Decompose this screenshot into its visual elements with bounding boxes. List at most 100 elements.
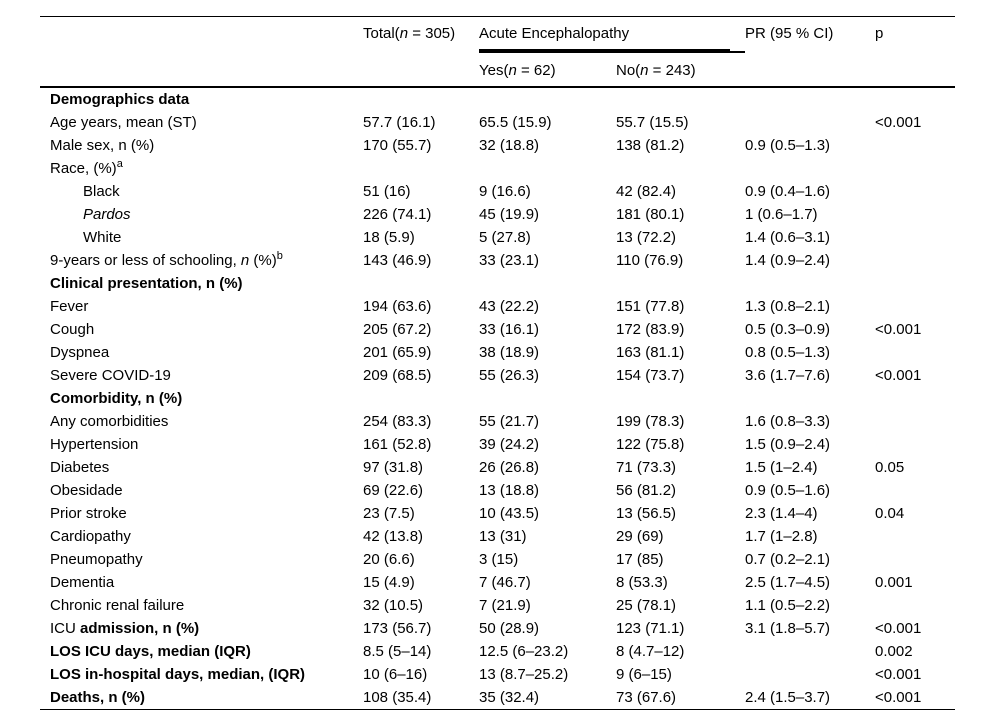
cell-no: 110 (76.9) bbox=[616, 252, 684, 269]
cell-total: 254 (83.3) bbox=[363, 413, 432, 430]
table-row: Prior stroke 23 (7.5) 10 (43.5) 13 (56.5) 2.… bbox=[40, 502, 955, 525]
cell-p: 0.04 bbox=[875, 505, 905, 522]
cell-p bbox=[875, 387, 955, 410]
statistics-table: Total(n = 305) Acute Encephalopathy PR (… bbox=[40, 16, 955, 710]
cell-total: 51 (16) bbox=[363, 183, 411, 200]
header-yes: Yes(n = 62) bbox=[479, 52, 616, 88]
cell-pr bbox=[745, 272, 875, 295]
table-row: 9-years or less of schooling, n (%)b 143 … bbox=[40, 249, 955, 272]
row-label: Cough bbox=[40, 318, 363, 341]
cell-p: 0.001 bbox=[875, 574, 913, 591]
text-run: Chronic renal failure bbox=[50, 597, 185, 614]
cell-yes: 33 (23.1) bbox=[479, 252, 540, 269]
cell-no bbox=[616, 272, 745, 295]
cell-pr bbox=[745, 387, 875, 410]
cell-total: 23 (7.5) bbox=[363, 505, 415, 522]
row-label: Race, (%)a bbox=[40, 157, 363, 180]
cell-total: 194 (63.6) bbox=[363, 298, 432, 315]
cell-no: 13 (72.2) bbox=[616, 229, 677, 246]
cell-yes: 13 (8.7–25.2) bbox=[479, 666, 569, 683]
table-row: Clinical presentation, n (%) bbox=[40, 272, 955, 295]
cell-pr: 1.4 (0.6–3.1) bbox=[745, 229, 831, 246]
text-run: n bbox=[508, 62, 517, 79]
cell-no: 55.7 (15.5) bbox=[616, 114, 689, 131]
cell-no: 163 (81.1) bbox=[616, 344, 685, 361]
cell-total: 57.7 (16.1) bbox=[363, 114, 436, 131]
table-row: LOS ICU days, median (IQR) 8.5 (5–14) 12.5… bbox=[40, 640, 955, 663]
cell-p: 0.05 bbox=[875, 459, 905, 476]
table-row: Age years, mean (ST) 57.7 (16.1) 65.5 (15.… bbox=[40, 111, 955, 134]
text-run: b bbox=[276, 250, 283, 262]
table-row: Chronic renal failure 32 (10.5) 7 (21.9) 25… bbox=[40, 594, 955, 617]
header-pr-95ci: PR (95 % CI) bbox=[745, 16, 875, 88]
cell-p: <0.001 bbox=[875, 321, 922, 338]
text-run: Race, (%) bbox=[50, 160, 117, 177]
cell-p bbox=[875, 525, 955, 548]
cell-yes: 55 (21.7) bbox=[479, 413, 540, 430]
cell-yes bbox=[479, 272, 616, 295]
cell-yes bbox=[479, 387, 616, 410]
text-run: 9-years or less of schooling, bbox=[50, 252, 241, 269]
table-row: Dementia 15 (4.9) 7 (46.7) 8 (53.3) 2.5 (1.7… bbox=[40, 571, 955, 594]
table-row: LOS in-hospital days, median, (IQR) 10 (6… bbox=[40, 663, 955, 686]
cell-pr: 0.7 (0.2–2.1) bbox=[745, 551, 831, 568]
row-label: Dementia bbox=[40, 571, 363, 594]
cell-p bbox=[875, 548, 955, 571]
cell-no: 154 (73.7) bbox=[616, 367, 685, 384]
cell-total: 10 (6–16) bbox=[363, 666, 428, 683]
cell-no: 9 (6–15) bbox=[616, 666, 672, 683]
cell-p bbox=[875, 226, 955, 249]
text-run: Total( bbox=[363, 25, 400, 42]
cell-total: 15 (4.9) bbox=[363, 574, 415, 591]
cell-p: <0.001 bbox=[875, 689, 922, 706]
cell-yes: 38 (18.9) bbox=[479, 344, 540, 361]
cell-p bbox=[875, 479, 955, 502]
cell-no: 151 (77.8) bbox=[616, 298, 685, 315]
cell-yes: 7 (46.7) bbox=[479, 574, 531, 591]
cell-yes: 55 (26.3) bbox=[479, 367, 540, 384]
cell-no: 138 (81.2) bbox=[616, 137, 685, 154]
table-row: Pneumopathy 20 (6.6) 3 (15) 17 (85) 0.7 (0.2… bbox=[40, 548, 955, 571]
cell-pr: 3.6 (1.7–7.6) bbox=[745, 367, 831, 384]
cell-yes: 7 (21.9) bbox=[479, 597, 531, 614]
cell-yes: 13 (31) bbox=[479, 528, 527, 545]
cell-total bbox=[363, 387, 479, 410]
table-row: White 18 (5.9) 5 (27.8) 13 (72.2) 1.4 (0.6–3… bbox=[40, 226, 955, 249]
row-label: Obesidade bbox=[40, 479, 363, 502]
cell-p: <0.001 bbox=[875, 620, 922, 637]
cell-pr: 1.1 (0.5–2.2) bbox=[745, 597, 831, 614]
text-run: LOS ICU days, median (IQR) bbox=[50, 643, 251, 660]
text-run: Pardos bbox=[83, 206, 131, 223]
cell-yes: 45 (19.9) bbox=[479, 206, 540, 223]
cell-no: 29 (69) bbox=[616, 528, 664, 545]
header-row-2: Yes(n = 62) No( n = 243) bbox=[40, 52, 955, 88]
cell-pr: 0.9 (0.5–1.3) bbox=[745, 137, 831, 154]
cell-p bbox=[875, 249, 955, 272]
text-run: Deaths, n (%) bbox=[50, 689, 146, 706]
text-run: = 305) bbox=[408, 25, 456, 42]
cell-total bbox=[363, 157, 479, 180]
cell-yes: 33 (16.1) bbox=[479, 321, 540, 338]
cell-no bbox=[616, 387, 745, 410]
cell-no: 199 (78.3) bbox=[616, 413, 685, 430]
cell-yes: 43 (22.2) bbox=[479, 298, 540, 315]
text-run: admission, n (%) bbox=[80, 620, 200, 637]
row-label: Age years, mean (ST) bbox=[40, 111, 363, 134]
cell-total: 209 (68.5) bbox=[363, 367, 432, 384]
cell-p bbox=[875, 272, 955, 295]
text-run: Pneumopathy bbox=[50, 551, 143, 568]
cell-p bbox=[875, 134, 955, 157]
cell-yes: 65.5 (15.9) bbox=[479, 114, 552, 131]
cell-pr: 1.3 (0.8–2.1) bbox=[745, 298, 831, 315]
text-run: No( bbox=[616, 62, 641, 79]
cell-total: 42 (13.8) bbox=[363, 528, 424, 545]
cell-pr: 2.5 (1.7–4.5) bbox=[745, 574, 831, 591]
row-label: Demographics data bbox=[40, 87, 363, 111]
table-body: Demographics data Age years, mean (ST) 57.… bbox=[40, 87, 955, 710]
cell-no: 122 (75.8) bbox=[616, 436, 685, 453]
cell-yes: 12.5 (6–23.2) bbox=[479, 643, 569, 660]
cell-total: 143 (46.9) bbox=[363, 252, 432, 269]
text-run: Severe COVID-19 bbox=[50, 367, 171, 384]
text-run: = 243) bbox=[648, 62, 696, 79]
